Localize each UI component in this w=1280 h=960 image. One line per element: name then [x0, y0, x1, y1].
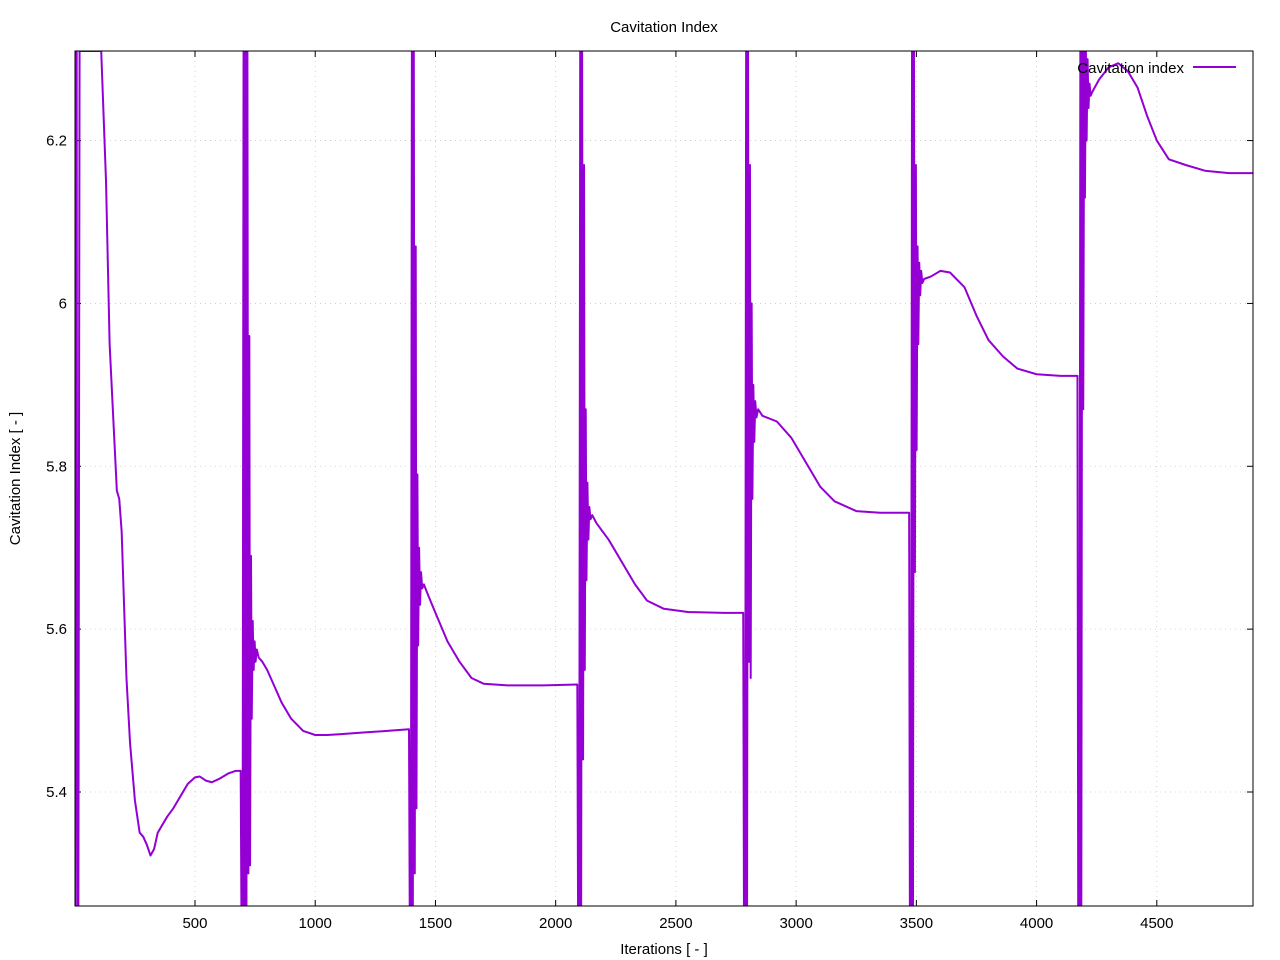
- plot-frame: [74, 50, 1254, 907]
- grid: [75, 51, 1253, 906]
- x-tick-label: 3000: [779, 915, 812, 932]
- labels: 500 1000 1500 2000 2500 3000 3500 4000 4500 5.4 5.…: [7, 19, 1174, 958]
- ticks: [75, 51, 1253, 906]
- x-tick-label: 4000: [1020, 915, 1053, 932]
- y-axis-label: Cavitation Index [ - ]: [7, 412, 24, 545]
- x-tick-label: 2500: [659, 915, 692, 932]
- y-tick-label: 6.2: [46, 133, 67, 150]
- x-axis-label: Iterations [ - ]: [620, 941, 708, 958]
- x-tick-label: 2000: [539, 915, 572, 932]
- legend: Cavitation index: [1077, 60, 1236, 77]
- y-tick-label: 5.4: [46, 784, 67, 801]
- x-tick-label: 500: [182, 915, 207, 932]
- x-tick-label: 3500: [900, 915, 933, 932]
- y-tick-label: 5.8: [46, 458, 67, 475]
- series-line: [75, 51, 1253, 906]
- x-tick-label: 1000: [299, 915, 332, 932]
- series-layer: [75, 51, 1253, 906]
- chart-title: Cavitation Index: [610, 19, 718, 36]
- x-tick-label: 1500: [419, 915, 452, 932]
- y-tick-label: 6: [59, 295, 67, 312]
- x-tick-label: 4500: [1140, 915, 1173, 932]
- y-tick-label: 5.6: [46, 621, 67, 638]
- legend-label: Cavitation index: [1077, 60, 1184, 77]
